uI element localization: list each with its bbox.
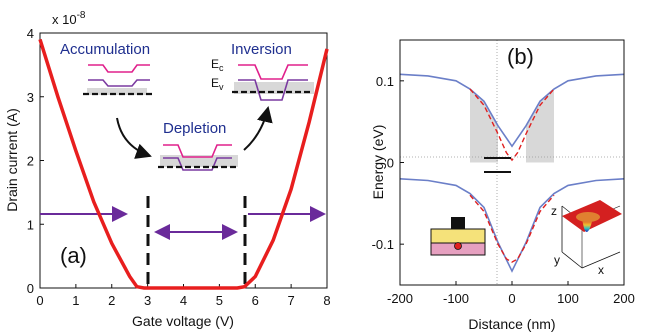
x-tick-label-b: 0: [508, 291, 515, 306]
x-axis-label-b: Distance (nm): [468, 316, 555, 332]
x-tick-label-a: 2: [108, 293, 115, 308]
dashed-curve-3: [469, 194, 555, 263]
y-tick-label-a: 1: [27, 217, 34, 232]
band-curve-1: [399, 178, 625, 273]
panel-a-arrows: [40, 196, 326, 288]
label-ec: Ec: [211, 57, 224, 73]
label-ev: Ev: [211, 76, 224, 92]
y-tick-label-a: 2: [27, 154, 34, 169]
x-tick-label-b: 200: [613, 291, 635, 306]
label-accumulation: Accumulation: [60, 41, 150, 58]
ev-band-dep: [163, 157, 232, 171]
x-tick-label-b: -100: [443, 291, 469, 306]
shade-right: [526, 89, 554, 163]
panel-b-ticks: -200 -100 0 100 200 0.1 0 -0.1: [372, 74, 635, 306]
curved-arrow-to-inversion: [243, 106, 273, 151]
panel-a-label: (a): [60, 243, 87, 268]
x-axis-label-a: Gate voltage (V): [132, 313, 234, 329]
x-tick-label-a: 6: [252, 293, 259, 308]
drain-current-curve: [38, 38, 329, 290]
x-tick-label-b: -200: [387, 291, 413, 306]
band-curve-0: [399, 73, 625, 148]
panel-b-label: (b): [507, 44, 534, 69]
x-tick-label-a: 4: [180, 293, 187, 308]
x-tick-label-b: 100: [557, 291, 579, 306]
label-inversion: Inversion: [231, 41, 292, 58]
y-tick-label-b: 0.1: [376, 74, 394, 89]
panel-a: 0 1 2 3 4 5 6 7 8 0 1 2 3 4: [4, 10, 331, 329]
label-depletion: Depletion: [163, 120, 226, 137]
shade-left: [470, 89, 498, 163]
y-exponent: x 10-8: [52, 10, 86, 27]
inset-y-label: y: [554, 253, 560, 267]
y-tick-label-b: 0: [387, 156, 394, 171]
inset-x-label: x: [598, 263, 604, 277]
ev-band-inv: [238, 79, 308, 101]
energy-curves: [399, 73, 625, 273]
y-tick-label-a: 0: [27, 281, 34, 296]
y-tick-label-a: 4: [27, 26, 34, 41]
panel-b: -200 -100 0 100 200 0.1 0 -0.1 (b) z y x Distan…: [370, 39, 635, 332]
x-tick-label-a: 0: [36, 293, 43, 308]
ev-band-acc: [88, 79, 150, 87]
band-diagram-accumulation: [83, 64, 153, 96]
device-schematic-icon: [430, 217, 486, 256]
x-tick-label-a: 1: [72, 293, 79, 308]
potential-3d-inset: z y x: [551, 200, 622, 277]
curved-arrow-to-depletion: [116, 117, 152, 159]
y-tick-label-a: 3: [27, 90, 34, 105]
x-tick-label-a: 7: [288, 293, 295, 308]
band-diagram-inversion: [232, 64, 314, 101]
panel-a-ticks: 0 1 2 3 4 5 6 7 8 0 1 2 3 4: [27, 26, 331, 308]
y-axis-label-b: Energy (eV): [370, 125, 386, 200]
y-axis-label-a: Drain current (A): [4, 108, 20, 211]
dashed-curve-2: [469, 88, 555, 162]
x-tick-label-a: 3: [144, 293, 151, 308]
x-tick-label-a: 8: [323, 293, 330, 308]
ec-band-inv: [238, 64, 308, 80]
inset-z-label: z: [551, 204, 557, 218]
x-tick-label-a: 5: [216, 293, 223, 308]
ec-band-dep: [163, 144, 232, 158]
ec-band-acc: [88, 64, 150, 73]
y-tick-label-b: -0.1: [372, 237, 394, 252]
shaded-regions: [470, 89, 554, 163]
band-diagram-depletion: [158, 144, 238, 171]
